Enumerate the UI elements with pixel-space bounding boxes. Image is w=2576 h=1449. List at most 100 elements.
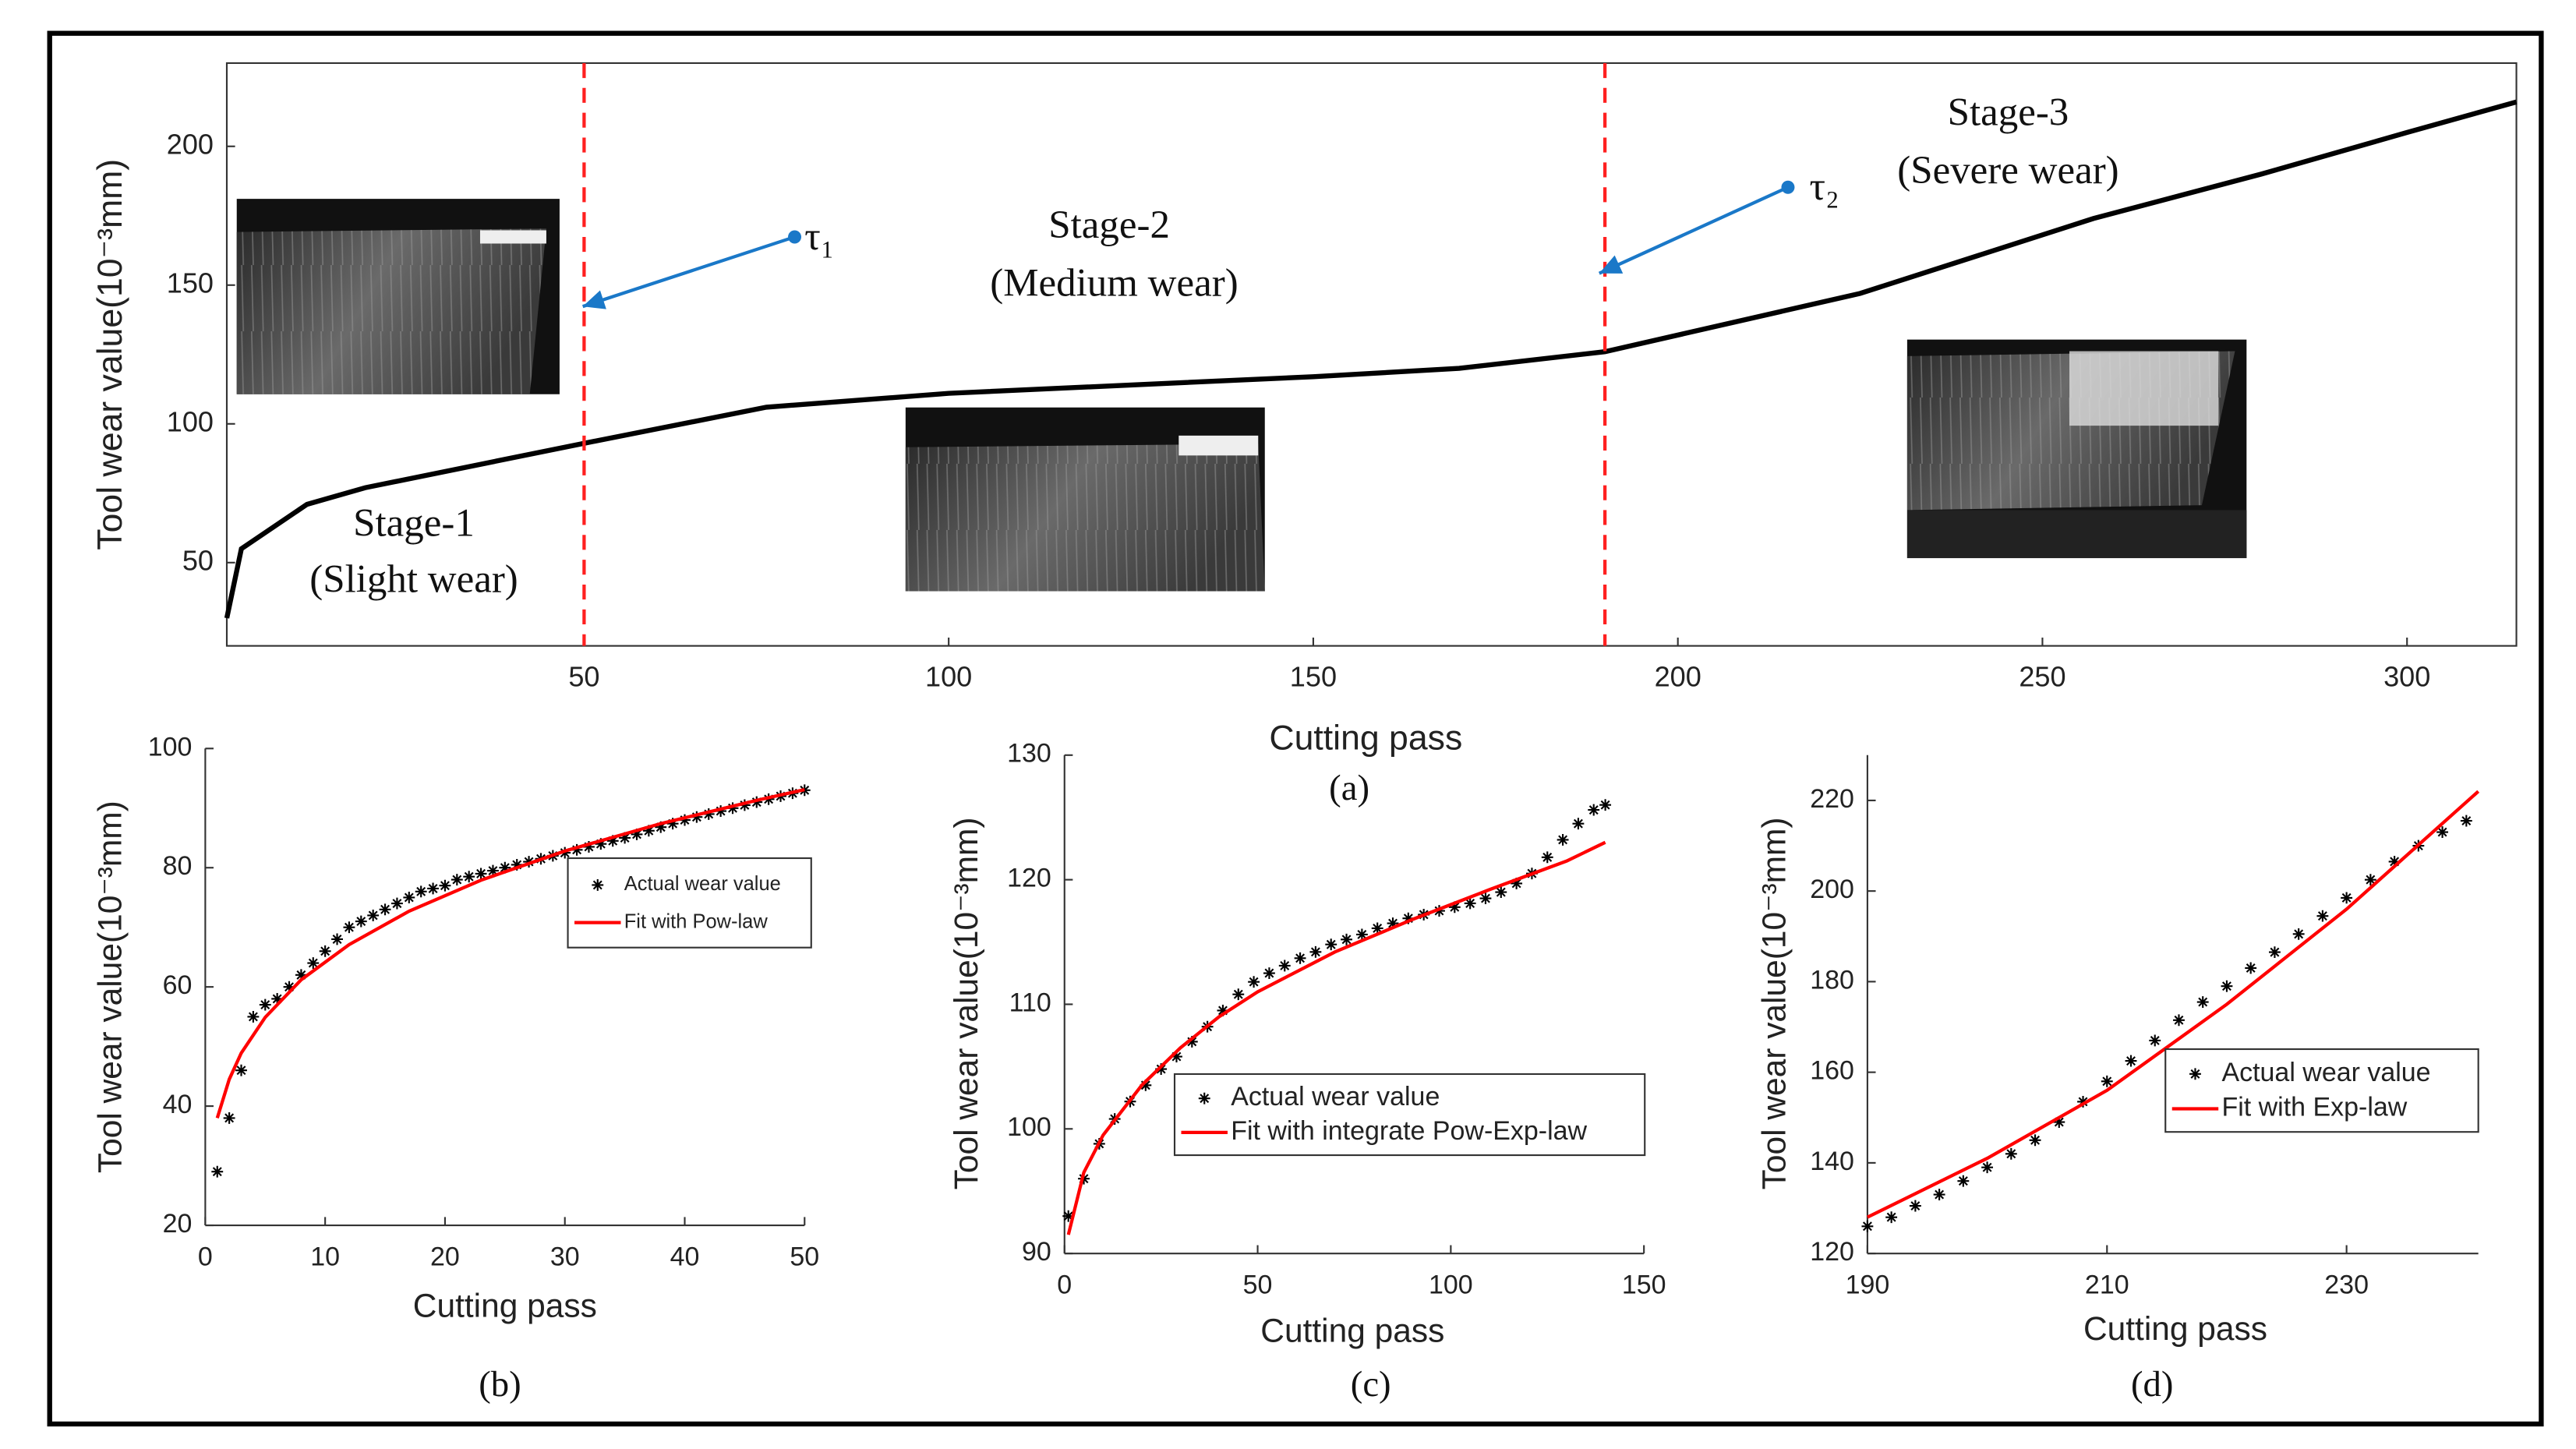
marker <box>331 933 343 945</box>
fit-curve <box>1866 790 2480 1219</box>
caption: (c) <box>1351 1364 1391 1405</box>
marker <box>619 832 631 844</box>
x-tick-label: 20 <box>430 1242 460 1271</box>
y-axis-label: Tool wear value(10⁻³mm) <box>91 159 129 550</box>
marker <box>235 1064 247 1076</box>
marker <box>1155 1063 1168 1076</box>
marker <box>751 796 763 808</box>
y-tick-label: 80 <box>163 851 193 881</box>
arrow <box>581 235 796 309</box>
wear-photo <box>905 407 1265 592</box>
marker <box>1933 1189 1945 1201</box>
marker <box>2125 1055 2137 1067</box>
annotation: Stage-3 <box>1948 91 2069 135</box>
x-tick-label: 150 <box>1290 661 1337 693</box>
wear-photo <box>236 199 560 394</box>
annotation: τ₂ <box>1810 165 1839 209</box>
y-tick-label: 150 <box>167 267 214 299</box>
x-axis-label: Cutting pass <box>2083 1311 2267 1348</box>
arrow <box>1598 186 1789 275</box>
annotation: Stage-2 <box>1048 203 1170 247</box>
marker <box>631 828 643 840</box>
arrow-dot <box>1781 180 1795 194</box>
marker <box>307 957 320 970</box>
x-tick-label: 50 <box>1243 1271 1273 1300</box>
subplot: 0 50 100 150 90 100 110 120 130 Cutting pass Tool … <box>949 739 1666 1405</box>
x-axis-label: Cutting pass <box>413 1288 597 1324</box>
marker <box>583 841 595 853</box>
marker <box>1495 886 1507 899</box>
subplot: 50 100 150 200 250 300 50 100 150 200 Cutting pass… <box>91 62 2518 808</box>
x-tick-label: 210 <box>2085 1271 2129 1300</box>
y-tick-label: 120 <box>1810 1237 1854 1267</box>
marker <box>606 835 619 847</box>
x-tick-label: 0 <box>1057 1271 1072 1300</box>
legend-label: Actual wear value <box>1231 1082 1440 1111</box>
legend-label: Actual wear value <box>624 873 781 895</box>
marker <box>2005 1147 2017 1160</box>
arrow-head <box>582 290 606 309</box>
x-tick-label: 190 <box>1846 1271 1890 1300</box>
figure-border <box>47 30 2544 1427</box>
marker <box>1062 1210 1075 1222</box>
marker <box>2268 946 2281 959</box>
x-tick-label: 100 <box>1429 1271 1473 1300</box>
marker <box>1541 851 1553 864</box>
legend-label: Fit with integrate Pow-Exp-law <box>1231 1116 1587 1146</box>
marker <box>1599 799 1612 811</box>
marker <box>2101 1075 2113 1087</box>
marker <box>1355 928 1368 941</box>
marker <box>451 874 463 885</box>
marker <box>571 843 583 856</box>
legend-label: Fit with Exp-law <box>2221 1092 2407 1122</box>
marker <box>2077 1095 2089 1108</box>
y-tick-label: 160 <box>1810 1056 1854 1086</box>
marker <box>1588 804 1600 816</box>
marker <box>1171 1051 1182 1063</box>
marker <box>390 897 403 910</box>
marker <box>1341 933 1352 945</box>
marker <box>1909 1200 1921 1212</box>
caption: (b) <box>479 1364 521 1405</box>
x-tick-label: 40 <box>670 1242 700 1271</box>
marker <box>427 882 439 895</box>
marker <box>295 969 307 981</box>
arrow-dot <box>788 230 802 244</box>
marker <box>2388 855 2401 868</box>
x-tick-label: 300 <box>2383 661 2430 693</box>
marker <box>642 825 655 837</box>
x-tick-label: 0 <box>198 1242 213 1271</box>
y-tick-label: 20 <box>163 1209 193 1239</box>
marker <box>367 909 380 921</box>
annotation: (Medium wear) <box>990 261 1238 305</box>
marker <box>738 799 751 811</box>
y-tick-label: 100 <box>148 732 193 762</box>
marker <box>2460 815 2472 827</box>
marker <box>271 993 284 1005</box>
x-tick-label: 150 <box>1622 1271 1666 1300</box>
legend-marker <box>1198 1092 1210 1104</box>
marker <box>1464 897 1476 910</box>
marker <box>355 915 367 928</box>
marker <box>1278 960 1291 972</box>
marker <box>1232 988 1245 1001</box>
marker <box>691 811 703 823</box>
caption: (d) <box>2131 1364 2173 1405</box>
x-tick-label: 230 <box>2324 1271 2369 1300</box>
y-tick-label: 180 <box>1810 965 1854 995</box>
marker <box>2245 962 2257 974</box>
y-tick-label: 100 <box>1007 1112 1051 1142</box>
annotation: τ₁ <box>804 215 834 259</box>
y-tick-label: 130 <box>1007 739 1051 769</box>
fit-curve <box>1066 840 1606 1235</box>
x-tick-label: 100 <box>925 661 972 693</box>
marker <box>2364 874 2376 886</box>
x-axis-label: Cutting pass <box>1269 719 1462 757</box>
x-tick-label: 200 <box>1655 661 1701 693</box>
marker <box>403 892 415 903</box>
marker <box>1402 912 1415 924</box>
y-tick-label: 40 <box>163 1090 193 1119</box>
marker <box>2053 1116 2065 1129</box>
y-axis-label: Tool wear value(10⁻³mm) <box>949 817 985 1189</box>
annotation: (Slight wear) <box>309 558 518 602</box>
